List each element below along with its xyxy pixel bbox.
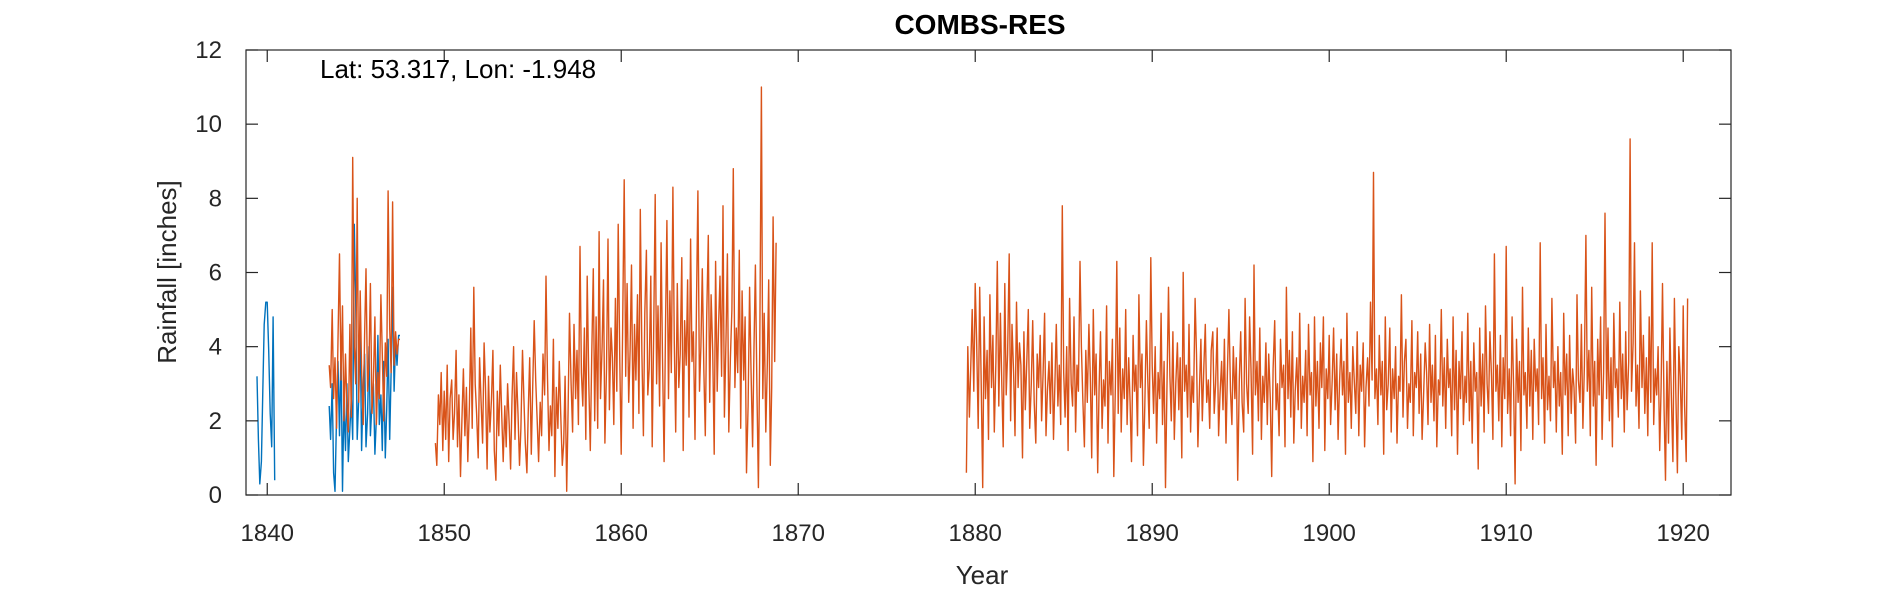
y-axis: 0 2 4 6 8 10 12 (195, 37, 1731, 509)
y-tick-label: 12 (195, 37, 222, 64)
x-tick-label: 1870 (772, 520, 825, 547)
x-tick-label: 1880 (949, 520, 1002, 547)
x-axis: 1840 1850 1860 1870 1880 1890 1900 1910 1920 (241, 50, 1710, 547)
x-axis-label: Year (956, 560, 1009, 590)
y-tick-label: 6 (209, 260, 222, 287)
series-1-line-segment-1 (256, 301, 276, 485)
y-tick-label: 0 (209, 482, 222, 509)
series-layer (256, 86, 1689, 492)
x-tick-label: 1920 (1657, 520, 1710, 547)
series-2-line-segment-2 (434, 86, 777, 492)
x-tick-label: 1860 (595, 520, 648, 547)
y-tick-label: 4 (209, 334, 222, 361)
y-axis-label: Rainfall [inches] (152, 180, 182, 364)
x-tick-label: 1890 (1126, 520, 1179, 547)
location-annotation: Lat: 53.317, Lon: -1.948 (320, 54, 596, 84)
series-2-line-segment-1 (328, 156, 400, 433)
x-tick-label: 1850 (418, 520, 471, 547)
y-tick-label: 10 (195, 111, 222, 138)
y-tick-label: 8 (209, 185, 222, 212)
x-tick-label: 1910 (1480, 520, 1533, 547)
series-2-line-segment-3 (965, 138, 1689, 489)
y-tick-label: 2 (209, 408, 222, 435)
chart-title: COMBS-RES (894, 9, 1065, 40)
x-tick-label: 1840 (241, 520, 294, 547)
x-tick-label: 1900 (1303, 520, 1356, 547)
